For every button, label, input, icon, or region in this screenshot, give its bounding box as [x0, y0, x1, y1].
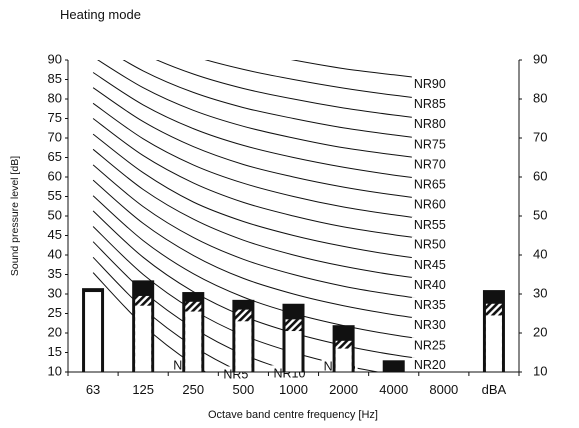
nr-label: NR30 — [414, 318, 446, 332]
y-tick-label-right: 70 — [533, 129, 547, 144]
y-tick-label: 45 — [48, 227, 62, 242]
y-tick-label: 55 — [48, 188, 62, 203]
y-tick-label: 75 — [48, 110, 62, 125]
nr-curve-nr60 — [92, 87, 444, 202]
nr-label-bg — [411, 75, 448, 92]
nr-curve-nr80 — [155, 60, 444, 122]
nr-label-bg — [411, 256, 448, 273]
y-tick-label-right: 90 — [533, 51, 547, 66]
nr-label: NR85 — [414, 97, 446, 111]
nr-curve-labels: NR0NR5NR10NR15NR20NR25NR30NR35NR40NR45NR… — [171, 75, 448, 383]
x-tick-label: 250 — [182, 382, 204, 397]
nr-label-bg — [411, 216, 448, 233]
bar-outer — [382, 360, 405, 372]
y-tick-label: 85 — [48, 71, 62, 86]
nr-curve-nr30 — [92, 179, 444, 323]
nr-label-bg — [411, 136, 448, 153]
y-tick-label-right: 80 — [533, 90, 547, 105]
chart-heading: Heating mode — [60, 7, 141, 22]
y-tick-label: 35 — [48, 266, 62, 281]
nr-label: NR60 — [414, 197, 446, 211]
nr-curve-nr45 — [92, 133, 444, 263]
axes: 10 15 20 25 30 35 40 45 50 55 60 65 70 75 80 85 90 10 20 30… — [48, 51, 548, 397]
y-tick-label: 65 — [48, 149, 62, 164]
nr-curve-nr50 — [92, 118, 444, 242]
nr-label: NR45 — [414, 258, 446, 272]
nr-label: NR25 — [414, 338, 446, 352]
y-tick-label-right: 50 — [533, 207, 547, 222]
nr-curve-nr65 — [92, 72, 444, 182]
y-tick-label: 50 — [48, 207, 62, 222]
nr-label-bg — [411, 116, 448, 133]
y-tick-label: 70 — [48, 129, 62, 144]
nr-curve-nr75 — [122, 60, 444, 142]
y-tick-label-right: 20 — [533, 324, 547, 339]
bar-inner — [285, 331, 302, 372]
x-tick-label: 8000 — [429, 382, 458, 397]
nr-label-bg — [411, 156, 448, 173]
nr-label: NR40 — [414, 278, 446, 292]
nr-label-bg — [411, 276, 448, 293]
y-tick-label: 90 — [48, 51, 62, 66]
x-tick-label: 2000 — [329, 382, 358, 397]
y-tick-label: 20 — [48, 324, 62, 339]
nr-label: NR55 — [414, 218, 446, 232]
y-tick-label: 80 — [48, 90, 62, 105]
nr-label: NR50 — [414, 238, 446, 252]
bar-inner — [185, 311, 202, 372]
y-tick-label: 60 — [48, 168, 62, 183]
bar-inner — [335, 348, 352, 372]
nr-label-bg — [411, 297, 448, 314]
x-tick-label: dBA — [482, 382, 507, 397]
bar-inner — [85, 292, 102, 372]
nr-curve-nr15 — [92, 226, 381, 372]
nr-label-bg — [411, 236, 448, 253]
bar-inner — [235, 321, 252, 372]
nr-curve-nr55 — [92, 102, 444, 222]
x-tick-label: 4000 — [379, 382, 408, 397]
x-tick-label: 500 — [233, 382, 255, 397]
nr-curve-nr40 — [92, 148, 444, 282]
nr-curve-nr20 — [92, 210, 444, 363]
nr-curve-nr70 — [97, 60, 444, 162]
y-tick-label: 40 — [48, 246, 62, 261]
y-tick-label: 10 — [48, 363, 62, 378]
nr-label-bg — [411, 357, 448, 374]
y-axis-label: Sound pressure level [dB] — [9, 156, 21, 276]
nr-label: NR65 — [414, 178, 446, 192]
nr-curve-nr25 — [92, 195, 444, 343]
bar-inner — [135, 305, 152, 372]
nr-label: NR20 — [414, 358, 446, 372]
y-tick-label: 15 — [48, 344, 62, 359]
x-tick-label: 63 — [86, 382, 100, 397]
x-axis-label: Octave band centre frequency [Hz] — [208, 409, 378, 421]
nr-label: NR35 — [414, 298, 446, 312]
nr-label-bg — [411, 337, 448, 354]
nr-label: NR90 — [414, 77, 446, 91]
y-tick-label-right: 30 — [533, 285, 547, 300]
bar-inner — [485, 315, 502, 372]
y-tick-label: 25 — [48, 305, 62, 320]
y-tick-label-right: 10 — [533, 363, 547, 378]
y-tick-label-right: 60 — [533, 168, 547, 183]
nr-curve-nr85 — [204, 60, 444, 102]
bars — [82, 280, 505, 372]
nr-label: NR70 — [414, 157, 446, 171]
nr-label: NR80 — [414, 117, 446, 131]
nr-curve-nr90 — [290, 60, 444, 82]
nr-curve-nr35 — [92, 164, 444, 303]
nr-label-bg — [411, 176, 448, 193]
nr-label-bg — [411, 196, 448, 213]
x-tick-label: 1000 — [279, 382, 308, 397]
nr-label: NR75 — [414, 137, 446, 151]
nr-label-bg — [411, 316, 448, 333]
nr-label-bg — [411, 96, 448, 113]
y-tick-label-right: 40 — [533, 246, 547, 261]
x-tick-label: 125 — [132, 382, 154, 397]
y-tick-label: 30 — [48, 285, 62, 300]
